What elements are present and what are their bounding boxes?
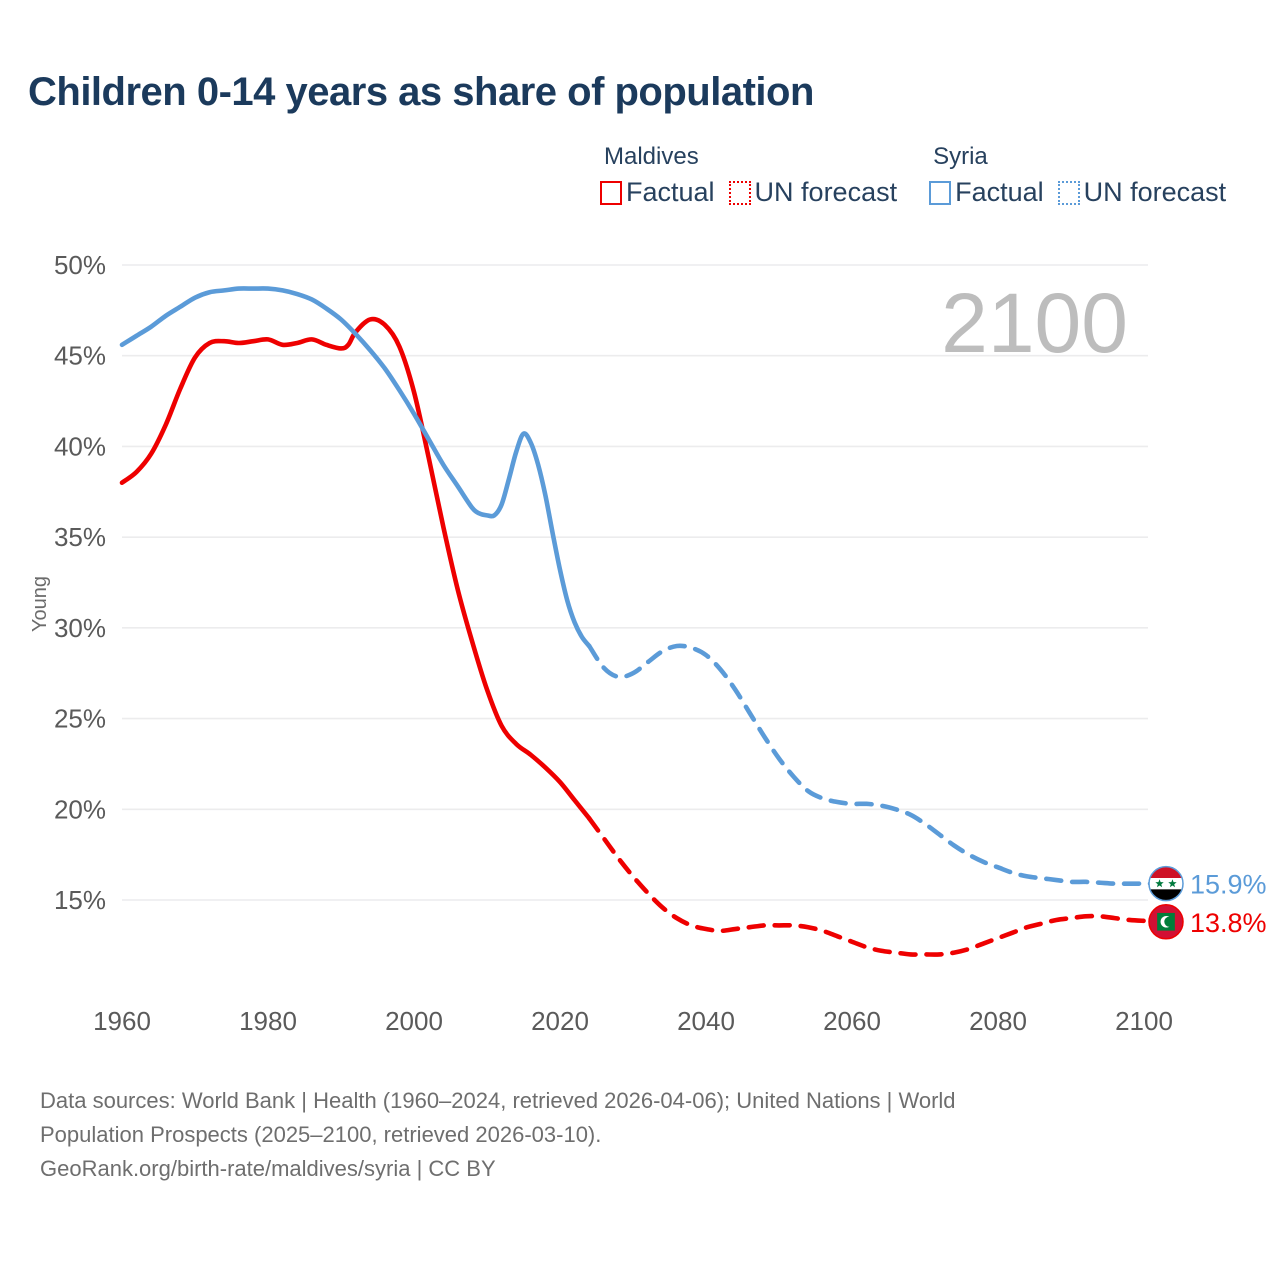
maldives-end-label-marker: 13.8% [1148,904,1267,940]
y-tick-label: 20% [54,794,106,824]
legend-label-maldives-factual: Factual [626,177,715,207]
line-syria-factual [119,286,592,649]
footer-line-2: Population Prospects (2025–2100, retriev… [40,1122,602,1148]
x-tick-label: 1980 [239,1006,297,1036]
line-chart-svg: 15% 20% 25% 30% 35% 40% 45% 50% 1960 1980 2000 202… [29,250,1267,1036]
legend-swatch-dotted-blue-icon [1057,180,1080,205]
y-tick-label: 25% [54,704,106,734]
page-title: Children 0-14 years as share of populati… [28,70,814,114]
legend-row-syria: Factual UN forecast [929,177,1226,208]
legend-label-syria-forecast: UN forecast [1083,177,1227,207]
endpoint-markers: 15.9% 13.8% [1148,865,1267,940]
x-tick-label: 2040 [677,1006,735,1036]
y-tick-label: 45% [54,341,106,371]
legend-group-syria: Syria Factual UN forecast [929,143,1226,208]
legend-swatch-solid-red-icon [600,180,622,205]
x-tick-label: 1960 [93,1006,151,1036]
y-tick-label: 15% [54,885,106,915]
legend-country-maldives: Maldives [604,143,699,170]
syria-flag-icon [1148,865,1184,902]
legend-item-maldives-forecast[interactable]: UN forecast [728,177,898,208]
legend-label-syria-factual: Factual [955,177,1044,207]
syria-end-label-marker: 15.9% [1148,865,1267,902]
footer-line-1: Data sources: World Bank | Health (1960–… [40,1088,956,1113]
legend-swatch-dotted-red-icon [728,180,751,205]
x-tick-label: 2060 [823,1006,881,1036]
chart-legend: Maldives Factual UN forecast Syria Factu… [600,143,1226,208]
line-syria-forecast [586,643,1169,887]
gridlines [122,264,1148,901]
x-tick-label: 2080 [969,1006,1027,1036]
legend-item-syria-forecast[interactable]: UN forecast [1057,177,1227,208]
y-tick-label: 35% [54,522,106,552]
syria-end-label: 15.9% [1190,870,1267,900]
y-tick-label: 30% [54,613,106,643]
y-axis-ticks: 15% 20% 25% 30% 35% 40% 45% 50% [54,250,106,915]
x-tick-label: 2100 [1115,1006,1173,1036]
y-axis-title: Young [29,576,51,632]
series-lines [119,286,1169,957]
footer-sources: Data sources: World Bank | Health (1960–… [40,1084,1220,1186]
legend-group-maldives: Maldives Factual UN forecast [600,143,897,208]
y-tick-label: 50% [54,250,106,280]
x-tick-label: 2020 [531,1006,589,1036]
legend-country-syria: Syria [933,143,988,170]
legend-label-maldives-forecast: UN forecast [754,177,898,207]
legend-swatch-solid-blue-icon [929,180,952,205]
legend-item-maldives-factual[interactable]: Factual [600,177,715,208]
x-axis-ticks: 1960 1980 2000 2020 2040 2060 2080 2100 [93,1006,1173,1036]
y-tick-label: 40% [54,431,106,461]
year-watermark: 2100 [941,276,1128,370]
maldives-flag-icon [1148,904,1184,940]
maldives-end-label: 13.8% [1190,908,1267,938]
x-tick-label: 2000 [385,1006,443,1036]
line-maldives-factual [119,316,592,821]
legend-item-syria-factual[interactable]: Factual [929,177,1044,208]
footer-line-3[interactable]: GeoRank.org/birth-rate/maldives/syria | … [40,1156,496,1182]
chart-plot-area: 15% 20% 25% 30% 35% 40% 45% 50% 1960 1980 2000 202… [29,250,1267,1036]
line-maldives-forecast [586,816,1169,957]
legend-row-maldives: Factual UN forecast [600,177,897,208]
